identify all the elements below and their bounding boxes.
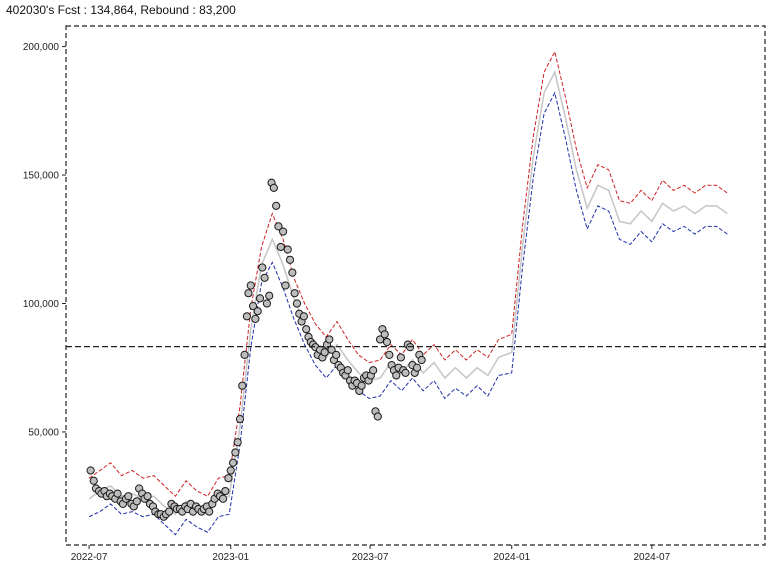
- actual-point: [332, 350, 341, 359]
- actual-point: [260, 273, 269, 282]
- actual-point: [258, 263, 267, 272]
- actual-point: [302, 325, 311, 334]
- actual-point: [385, 350, 394, 359]
- actual-point: [246, 281, 255, 290]
- actual-point: [401, 368, 410, 377]
- plot-frame: [65, 25, 766, 546]
- actual-point: [235, 415, 245, 424]
- actual-point: [320, 348, 329, 357]
- actual-point: [248, 301, 258, 311]
- actual-point: [238, 381, 247, 390]
- x-axis: 2022-07 2023-01 2023-07 2024-01 2024-07: [71, 545, 671, 563]
- actual-point: [143, 492, 152, 501]
- actual-point: [343, 366, 352, 375]
- actual-point: [382, 337, 392, 347]
- actual-point: [290, 289, 299, 298]
- x-tick-label: 2023-01: [212, 552, 249, 563]
- actual-point: [244, 289, 253, 298]
- series-layer: [88, 50, 728, 536]
- actual-point: [373, 412, 382, 421]
- y-tick-label: 50,000: [28, 427, 59, 438]
- actual-point: [242, 312, 252, 321]
- x-tick-label: 2024-01: [493, 552, 530, 563]
- actual-point: [218, 494, 228, 503]
- forecast-line: [88, 69, 728, 516]
- actual-point: [240, 350, 249, 359]
- actual-point: [224, 474, 233, 483]
- actual-point: [276, 242, 285, 252]
- upper-line: [88, 50, 728, 497]
- actual-point: [165, 507, 174, 516]
- actual-point: [226, 466, 235, 475]
- actual-point: [325, 335, 334, 344]
- actual-point: [262, 299, 272, 308]
- actual-point: [417, 355, 426, 365]
- actual-point: [205, 507, 214, 516]
- y-tick-label: 100,000: [23, 299, 60, 310]
- actual-point: [269, 183, 278, 192]
- actual-point: [228, 458, 238, 467]
- actual-point: [292, 299, 302, 308]
- actual-point: [253, 307, 262, 316]
- actual-point: [285, 255, 295, 264]
- actual-points-layer: [86, 178, 426, 521]
- lower-line: [88, 91, 728, 536]
- y-tick-label: 200,000: [23, 42, 60, 53]
- actual-point: [412, 363, 422, 372]
- x-tick-label: 2023-07: [352, 552, 389, 563]
- actual-point: [392, 371, 401, 380]
- actual-point: [89, 476, 98, 485]
- actual-point: [369, 366, 378, 375]
- actual-point: [281, 281, 290, 290]
- actual-point: [251, 314, 260, 324]
- actual-point: [231, 448, 240, 457]
- chart-title: 402030's Fcst : 134,864, Rebound : 83,20…: [6, 3, 236, 17]
- actual-point: [380, 330, 389, 339]
- actual-point: [299, 312, 308, 321]
- actual-point: [375, 335, 385, 344]
- actual-point: [272, 201, 281, 210]
- actual-point: [274, 222, 283, 231]
- actual-point: [265, 291, 274, 300]
- actual-point: [278, 227, 288, 236]
- x-tick-label: 2024-07: [633, 552, 670, 563]
- x-tick-label: 2022-07: [71, 552, 108, 563]
- actual-point: [132, 497, 141, 506]
- actual-point: [288, 268, 297, 277]
- actual-point: [357, 381, 366, 390]
- actual-point: [396, 353, 405, 362]
- actual-point: [86, 466, 95, 475]
- actual-point: [113, 489, 122, 498]
- actual-point: [124, 492, 133, 501]
- actual-point: [233, 438, 242, 447]
- y-tick-label: 150,000: [23, 171, 60, 182]
- y-axis: 50,000 100,000 150,000 200,000: [23, 42, 66, 438]
- actual-point: [283, 245, 292, 254]
- actual-point: [255, 294, 265, 303]
- actual-point: [221, 486, 230, 496]
